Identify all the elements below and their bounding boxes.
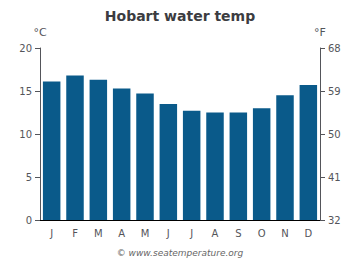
svg-text:N: N (281, 228, 288, 239)
svg-text:© www.seatemperature.org: © www.seatemperature.org (117, 248, 244, 258)
svg-text:15: 15 (19, 86, 32, 97)
svg-text:M: M (94, 228, 103, 239)
svg-text:0: 0 (26, 215, 32, 226)
svg-text:59: 59 (328, 86, 341, 97)
svg-text:Hobart water temp: Hobart water temp (105, 8, 255, 24)
svg-text:F: F (72, 228, 78, 239)
svg-text:68: 68 (328, 43, 341, 54)
svg-text:D: D (304, 228, 312, 239)
svg-text:J: J (189, 228, 193, 239)
svg-text:10: 10 (19, 129, 32, 140)
svg-text:°F: °F (314, 26, 326, 39)
svg-text:S: S (235, 228, 241, 239)
svg-text:32: 32 (328, 215, 341, 226)
svg-text:J: J (166, 228, 170, 239)
svg-text:O: O (258, 228, 266, 239)
svg-text:41: 41 (328, 172, 341, 183)
svg-text:50: 50 (328, 129, 341, 140)
svg-text:A: A (118, 228, 125, 239)
svg-text:A: A (212, 228, 219, 239)
svg-text:M: M (141, 228, 150, 239)
svg-text:J: J (49, 228, 53, 239)
svg-text:°C: °C (33, 26, 47, 39)
svg-text:5: 5 (26, 172, 32, 183)
svg-text:20: 20 (19, 43, 32, 54)
